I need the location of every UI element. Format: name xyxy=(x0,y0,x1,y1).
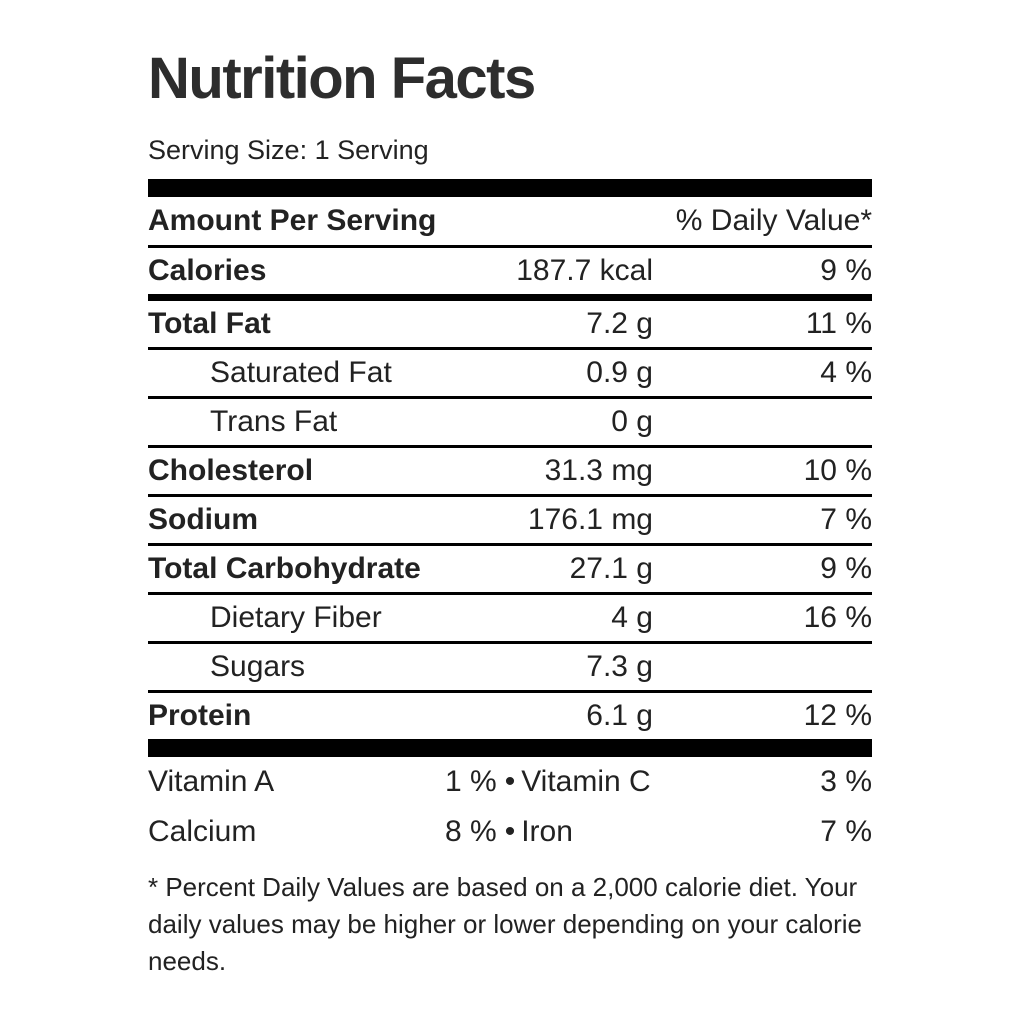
nutrient-daily-value: 10 % xyxy=(803,453,872,487)
separator-bar-top xyxy=(148,178,872,197)
nutrient-amount: 176.1 mg xyxy=(527,502,653,536)
nutrient-amount: 4 g xyxy=(611,600,653,634)
nutrient-name: Calories xyxy=(148,253,267,287)
nutrient-amount: 31.3 mg xyxy=(544,453,653,487)
nutrient-name: Total Carbohydrate xyxy=(148,551,421,585)
nutrient-amount: 7.2 g xyxy=(586,306,653,340)
table-row: Total Fat 7.2 g 11 % xyxy=(148,301,872,350)
micronutrient-value-2: 7 % xyxy=(820,814,872,848)
bullet-separator: • xyxy=(504,764,516,798)
nutrient-amount: 27.1 g xyxy=(569,551,653,585)
micronutrient-name: Calcium xyxy=(148,814,257,848)
daily-value-heading: % Daily Value* xyxy=(675,203,872,237)
nutrient-daily-value: 9 % xyxy=(820,253,872,287)
nutrient-daily-value: 16 % xyxy=(803,600,872,634)
nutrient-daily-value: 12 % xyxy=(803,698,872,732)
table-row: Trans Fat 0 g xyxy=(148,399,872,448)
nutrient-name: Dietary Fiber xyxy=(210,600,382,634)
nutrient-daily-value: 4 % xyxy=(820,355,872,389)
micronutrient-name-2: Iron xyxy=(521,814,573,848)
nutrient-amount: 0 g xyxy=(611,404,653,438)
micronutrient-value-2: 3 % xyxy=(820,764,872,798)
micronutrient-name-2: Vitamin C xyxy=(521,764,651,798)
nutrient-amount: 7.3 g xyxy=(586,649,653,683)
amount-per-serving-heading: Amount Per Serving xyxy=(148,203,437,237)
nutrient-daily-value: 9 % xyxy=(820,551,872,585)
nutrient-name: Trans Fat xyxy=(210,404,338,438)
nutrient-name: Total Fat xyxy=(148,306,271,340)
serving-size-text: Serving Size: 1 Serving xyxy=(148,134,429,165)
table-row: Sugars 7.3 g xyxy=(148,644,872,693)
table-row: Total Carbohydrate 27.1 g 9 % xyxy=(148,546,872,595)
nutrient-daily-value: 11 % xyxy=(805,306,872,340)
table-header-row: Amount Per Serving % Daily Value* xyxy=(148,197,872,248)
table-row: Cholesterol 31.3 mg 10 % xyxy=(148,448,872,497)
separator-bar-bottom xyxy=(148,738,872,757)
micronutrient-middle: 8 % • Iron xyxy=(445,814,820,848)
table-row: Dietary Fiber 4 g 16 % xyxy=(148,595,872,644)
nutrient-name: Sugars xyxy=(210,649,306,683)
nutrient-amount: 6.1 g xyxy=(586,698,653,732)
micronutrient-value: 8 % xyxy=(445,814,497,848)
micronutrient-value: 1 % xyxy=(445,764,497,798)
daily-value-footnote: * Percent Daily Values are based on a 2,… xyxy=(148,871,862,976)
micronutrient-middle: 1 % • Vitamin C xyxy=(445,764,820,798)
nutrient-amount: 0.9 g xyxy=(586,355,653,389)
nutrient-name: Cholesterol xyxy=(148,453,314,487)
micronutrient-row: Calcium 8 % • Iron 7 % xyxy=(148,807,872,857)
micronutrient-row: Vitamin A 1 % • Vitamin C 3 % xyxy=(148,757,872,807)
table-row: Calories 187.7 kcal 9 % xyxy=(148,248,872,301)
nutrient-amount: 187.7 kcal xyxy=(516,253,653,287)
micronutrient-rows: Vitamin A 1 % • Vitamin C 3 % Calcium 8 % •… xyxy=(148,757,872,857)
table-row: Sodium 176.1 mg 7 % xyxy=(148,497,872,546)
nutrient-name: Sodium xyxy=(148,502,258,536)
nutrient-rows: Calories 187.7 kcal 9 % Total Fat 7.2 g … xyxy=(148,248,872,739)
table-row: Saturated Fat 0.9 g 4 % xyxy=(148,350,872,399)
table-row: Protein 6.1 g 12 % xyxy=(148,693,872,739)
nutrient-name: Protein xyxy=(148,698,252,732)
bullet-separator: • xyxy=(504,814,516,848)
label-title: Nutrition Facts xyxy=(148,46,536,111)
micronutrient-name: Vitamin A xyxy=(148,764,275,798)
nutrient-name: Saturated Fat xyxy=(210,355,392,389)
nutrient-daily-value: 7 % xyxy=(820,502,872,536)
nutrition-facts-label: Nutrition Facts Serving Size: 1 Serving … xyxy=(148,46,872,1006)
